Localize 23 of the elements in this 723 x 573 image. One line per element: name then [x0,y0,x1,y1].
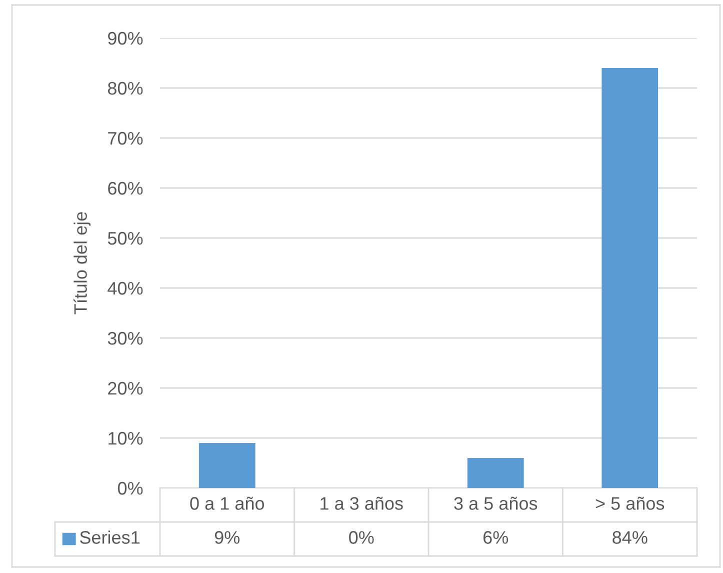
x-tick-label: 3 a 5 años [454,496,538,510]
legend-label: Series1 [80,530,140,544]
y-tick-label: 50% [108,232,143,245]
x-tick-label: > 5 años [596,496,664,510]
text: 0% [349,531,374,544]
text: 9% [214,531,240,544]
y-tick-label: 30% [108,332,143,345]
y-tick-label: 0% [118,482,143,495]
y-tick-label: 10% [108,432,143,445]
y-tick-label: 80% [108,82,143,95]
x-tick-label: 1 a 3 años [320,496,403,510]
x-tick-label: 0 a 1 año [190,496,264,510]
text: 84% [612,531,648,544]
y-tick-label: 90% [108,32,143,45]
y-tick-label: 70% [108,132,143,145]
y-tick-label: 40% [108,282,143,295]
y-tick-label: 60% [108,182,143,195]
bar [198,443,256,488]
y-axis-title: Título del eje [73,212,91,314]
bar [467,458,524,488]
bar [602,68,658,488]
text: 6% [483,531,508,544]
y-tick-label: 20% [108,382,143,395]
